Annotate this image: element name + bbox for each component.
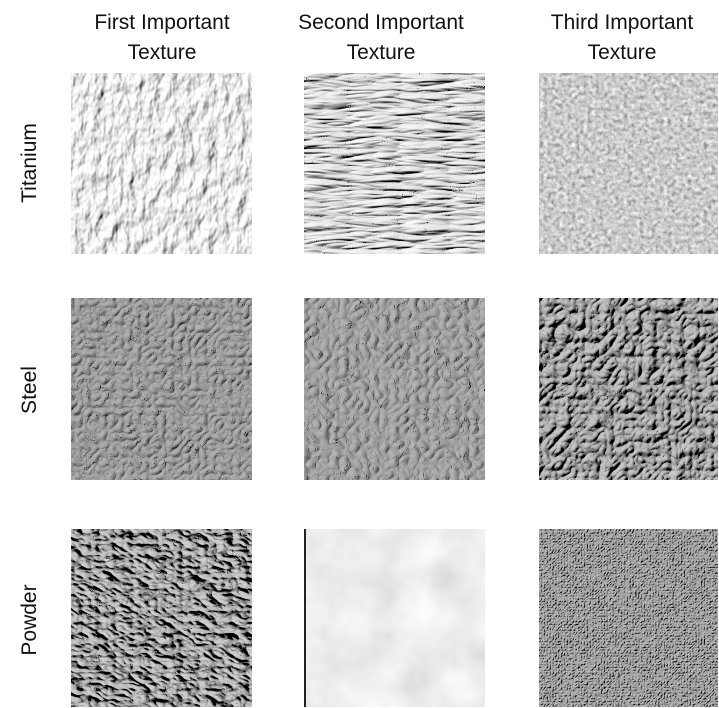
texture-grid: Titanium Steel Powder bbox=[0, 0, 719, 708]
texture-image bbox=[71, 73, 252, 254]
texture-image bbox=[304, 529, 485, 707]
texture-image bbox=[539, 529, 718, 707]
row-label: Steel bbox=[18, 366, 41, 414]
texture-image bbox=[304, 298, 485, 480]
texture-image bbox=[539, 73, 718, 254]
texture-image bbox=[304, 73, 485, 254]
texture-image bbox=[71, 298, 252, 480]
texture-image bbox=[539, 298, 718, 480]
row-label: Powder bbox=[18, 584, 41, 655]
figure: First Important Texture Second Important… bbox=[0, 0, 719, 708]
texture-image bbox=[71, 529, 252, 707]
row-label: Titanium bbox=[18, 123, 41, 203]
